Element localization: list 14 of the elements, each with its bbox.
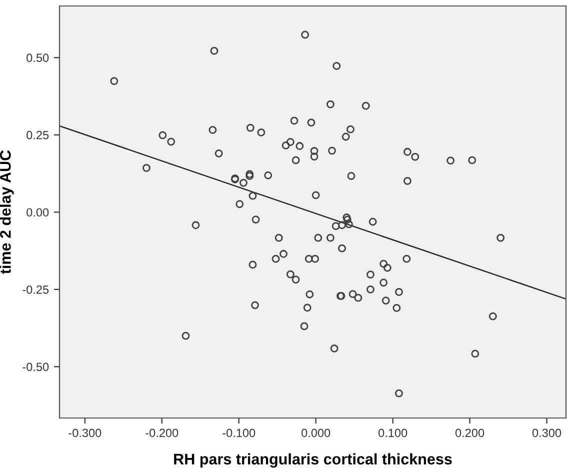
y-tick-label: 0.25 bbox=[26, 130, 49, 140]
x-tick-label: 0.100 bbox=[378, 428, 408, 438]
x-axis-title: RH pars triangularis cortical thickness bbox=[174, 453, 452, 468]
x-tick-label: 0.300 bbox=[532, 428, 562, 438]
y-axis-title: time 2 delay AUC bbox=[0, 150, 14, 274]
y-tick-label: 0.50 bbox=[26, 54, 49, 62]
y-tick-label: -0.50 bbox=[22, 362, 49, 372]
x-tick-label: -0.100 bbox=[222, 428, 256, 438]
y-tick-label: 0.00 bbox=[26, 208, 49, 217]
x-tick-label: -0.200 bbox=[146, 428, 178, 438]
y-tick-label: -0.25 bbox=[22, 285, 49, 294]
x-tick-label: 0.000 bbox=[302, 428, 330, 438]
x-tick-label: 0.200 bbox=[455, 428, 484, 438]
x-tick-label: -0.300 bbox=[68, 428, 102, 438]
